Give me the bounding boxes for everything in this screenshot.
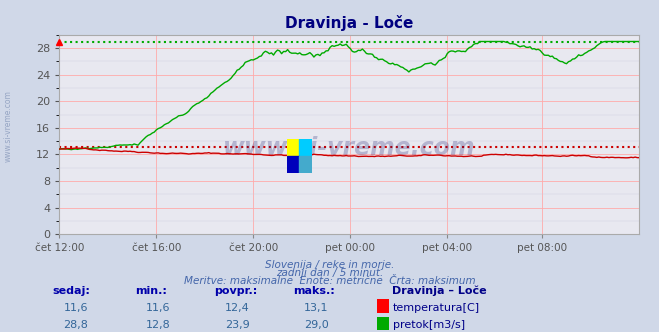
Title: Dravinja - Loče: Dravinja - Loče: [285, 15, 413, 31]
Text: 29,0: 29,0: [304, 320, 329, 330]
Text: maks.:: maks.:: [293, 286, 335, 296]
Text: Slovenija / reke in morje.: Slovenija / reke in morje.: [265, 260, 394, 270]
Text: 28,8: 28,8: [63, 320, 88, 330]
Text: sedaj:: sedaj:: [53, 286, 90, 296]
Bar: [287, 139, 299, 156]
Text: temperatura[C]: temperatura[C]: [393, 303, 480, 313]
Text: pretok[m3/s]: pretok[m3/s]: [393, 320, 465, 330]
Text: 11,6: 11,6: [146, 303, 171, 313]
Text: Dravinja – Loče: Dravinja – Loče: [392, 285, 487, 296]
Text: zadnji dan / 5 minut.: zadnji dan / 5 minut.: [276, 268, 383, 278]
Text: Meritve: maksimalne  Enote: metrične  Črta: maksimum: Meritve: maksimalne Enote: metrične Črta…: [184, 276, 475, 286]
Text: 11,6: 11,6: [63, 303, 88, 313]
Text: 23,9: 23,9: [225, 320, 250, 330]
Text: 13,1: 13,1: [304, 303, 329, 313]
Text: www.si-vreme.com: www.si-vreme.com: [4, 90, 13, 162]
Text: 12,8: 12,8: [146, 320, 171, 330]
Text: 12,4: 12,4: [225, 303, 250, 313]
Bar: [299, 156, 312, 173]
Bar: [287, 156, 299, 173]
Text: min.:: min.:: [135, 286, 167, 296]
Text: www.si-vreme.com: www.si-vreme.com: [223, 136, 476, 160]
Text: povpr.:: povpr.:: [214, 286, 258, 296]
Bar: [299, 139, 312, 156]
